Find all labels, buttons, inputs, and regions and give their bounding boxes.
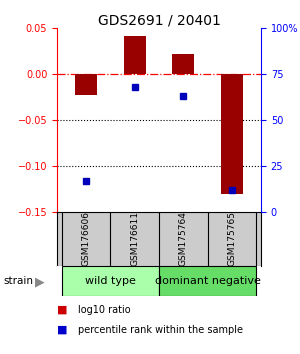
Text: dominant negative: dominant negative <box>154 275 260 286</box>
Text: ■: ■ <box>57 325 68 335</box>
Title: GDS2691 / 20401: GDS2691 / 20401 <box>98 13 220 27</box>
Text: ▶: ▶ <box>34 275 44 288</box>
FancyBboxPatch shape <box>62 266 159 296</box>
Text: strain: strain <box>3 276 33 286</box>
Text: ■: ■ <box>57 305 68 315</box>
Text: GSM175764: GSM175764 <box>179 211 188 266</box>
Text: GSM176606: GSM176606 <box>82 211 91 267</box>
Text: wild type: wild type <box>85 275 136 286</box>
Bar <box>75 74 97 95</box>
Text: GSM175765: GSM175765 <box>227 211 236 267</box>
Bar <box>221 74 243 194</box>
Bar <box>172 54 194 74</box>
Text: percentile rank within the sample: percentile rank within the sample <box>78 325 243 335</box>
Bar <box>124 36 146 74</box>
Text: log10 ratio: log10 ratio <box>78 305 130 315</box>
Text: GSM176611: GSM176611 <box>130 211 139 267</box>
FancyBboxPatch shape <box>159 266 256 296</box>
